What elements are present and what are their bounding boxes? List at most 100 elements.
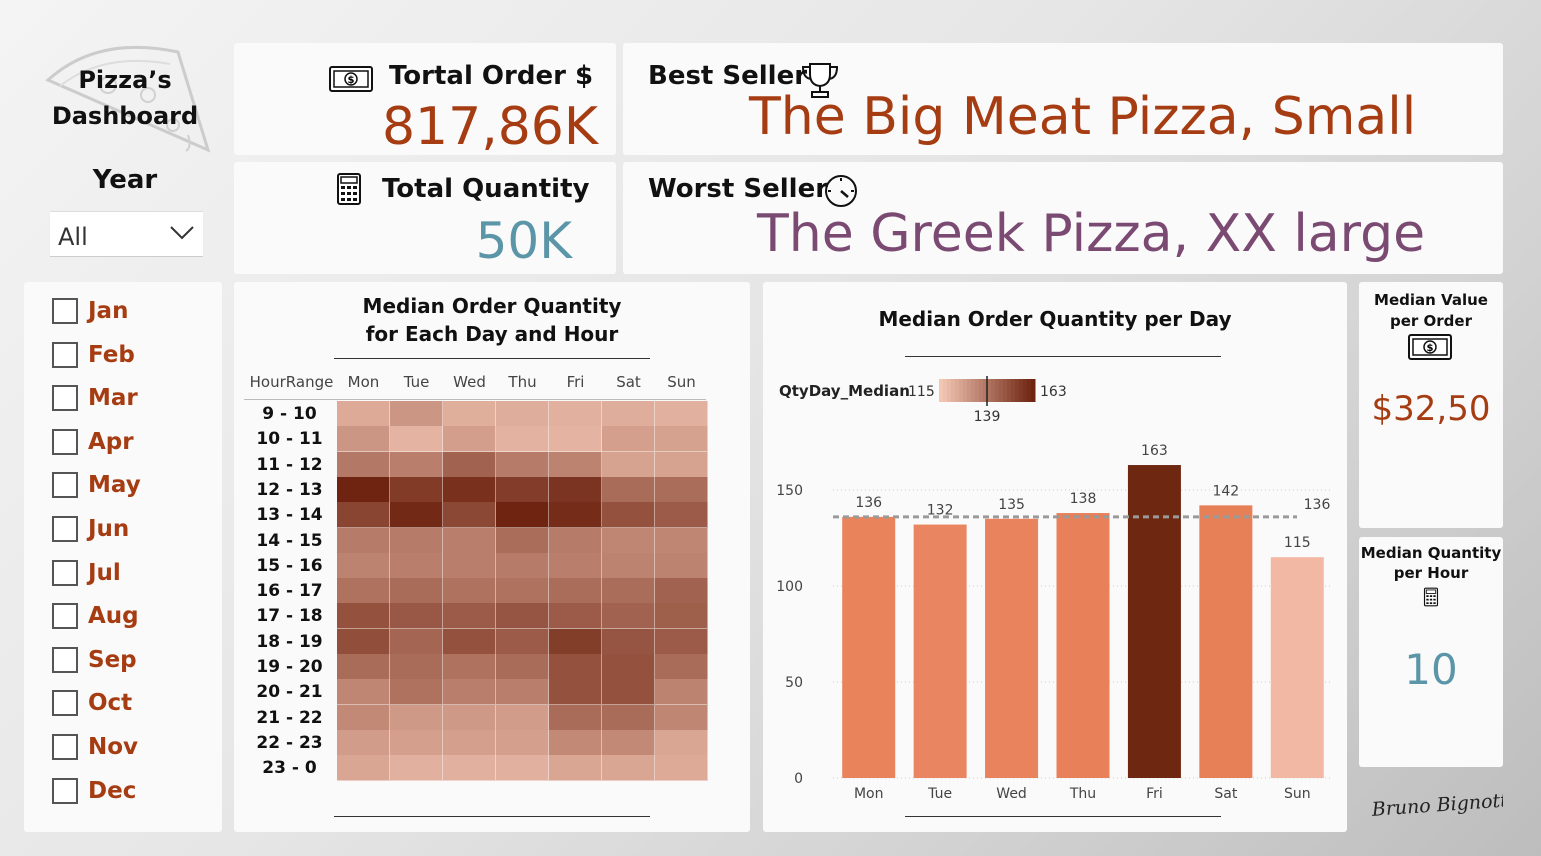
heatmap-cell[interactable] [443, 502, 496, 529]
month-checkbox[interactable] [52, 603, 78, 630]
heatmap-cell[interactable] [549, 552, 602, 579]
heatmap-cell[interactable] [390, 729, 443, 756]
month-checkbox[interactable] [52, 690, 78, 717]
heatmap-cell[interactable] [496, 679, 549, 706]
month-option-jun[interactable]: Jun [52, 514, 129, 544]
heatmap-cell[interactable] [602, 704, 655, 731]
heatmap-cell[interactable] [390, 451, 443, 478]
heatmap-cell[interactable] [496, 654, 549, 680]
heatmap-cell[interactable] [655, 729, 708, 756]
heatmap-cell[interactable] [655, 502, 708, 529]
heatmap-cell[interactable] [443, 476, 496, 503]
heatmap-cell[interactable] [602, 502, 655, 529]
month-checkbox[interactable] [52, 777, 78, 804]
heatmap-cell[interactable] [337, 603, 390, 630]
month-checkbox[interactable] [52, 428, 78, 455]
heatmap-cell[interactable] [602, 552, 655, 579]
heatmap-cell[interactable] [549, 755, 602, 782]
heatmap-cell[interactable] [443, 679, 496, 706]
heatmap-cell[interactable] [390, 755, 443, 782]
heatmap-cell[interactable] [390, 552, 443, 579]
heatmap-cell[interactable] [443, 729, 496, 756]
heatmap-cell[interactable] [549, 527, 602, 554]
month-checkbox[interactable] [52, 385, 78, 412]
heatmap-cell[interactable] [443, 755, 496, 782]
month-option-jul[interactable]: Jul [52, 558, 121, 588]
heatmap-cell[interactable] [602, 426, 655, 453]
heatmap-cell[interactable] [602, 527, 655, 554]
heatmap-cell[interactable] [390, 476, 443, 503]
heatmap-cell[interactable] [655, 401, 708, 427]
heatmap-cell[interactable] [443, 426, 496, 453]
month-checkbox[interactable] [52, 341, 78, 368]
heatmap-cell[interactable] [443, 603, 496, 630]
heatmap-cell[interactable] [655, 527, 708, 554]
heatmap-cell[interactable] [549, 704, 602, 731]
heatmap-cell[interactable] [602, 476, 655, 503]
heatmap-cell[interactable] [549, 603, 602, 630]
heatmap-cell[interactable] [549, 502, 602, 529]
heatmap-cell[interactable] [443, 578, 496, 605]
heatmap-cell[interactable] [549, 679, 602, 706]
month-option-oct[interactable]: Oct [52, 688, 132, 718]
heatmap-cell[interactable] [337, 578, 390, 605]
month-checkbox[interactable] [52, 646, 78, 673]
heatmap-cell[interactable] [496, 426, 549, 453]
heatmap-cell[interactable] [549, 578, 602, 605]
heatmap-cell[interactable] [496, 552, 549, 579]
heatmap-cell[interactable] [549, 654, 602, 680]
heatmap-cell[interactable] [496, 476, 549, 503]
heatmap-cell[interactable] [496, 603, 549, 630]
heatmap-cell[interactable] [443, 552, 496, 579]
heatmap-cell[interactable] [390, 426, 443, 453]
heatmap-cell[interactable] [337, 476, 390, 503]
heatmap-cell[interactable] [602, 679, 655, 706]
heatmap-cell[interactable] [602, 654, 655, 680]
month-option-nov[interactable]: Nov [52, 732, 138, 762]
heatmap-cell[interactable] [390, 679, 443, 706]
heatmap-cell[interactable] [602, 755, 655, 782]
heatmap-cell[interactable] [549, 451, 602, 478]
heatmap-cell[interactable] [337, 729, 390, 756]
heatmap-cell[interactable] [655, 476, 708, 503]
month-checkbox[interactable] [52, 516, 78, 542]
heatmap-cell[interactable] [602, 729, 655, 756]
month-option-mar[interactable]: Mar [52, 383, 138, 413]
heatmap-cell[interactable] [655, 679, 708, 706]
heatmap-cell[interactable] [496, 401, 549, 427]
heatmap-cell[interactable] [602, 603, 655, 630]
heatmap-cell[interactable] [337, 679, 390, 706]
heatmap-cell[interactable] [496, 451, 549, 478]
month-checkbox[interactable] [52, 298, 78, 324]
heatmap-cell[interactable] [443, 704, 496, 731]
heatmap-cell[interactable] [655, 451, 708, 478]
heatmap-cell[interactable] [549, 628, 602, 655]
heatmap-cell[interactable] [496, 578, 549, 605]
heatmap-cell[interactable] [602, 628, 655, 655]
heatmap-cell[interactable] [496, 729, 549, 756]
month-option-jan[interactable]: Jan [52, 296, 128, 326]
heatmap-cell[interactable] [337, 451, 390, 478]
month-checkbox[interactable] [52, 559, 78, 586]
heatmap-cell[interactable] [443, 451, 496, 478]
month-option-may[interactable]: May [52, 470, 141, 500]
heatmap-cell[interactable] [390, 502, 443, 529]
heatmap-cell[interactable] [602, 401, 655, 427]
heatmap-cell[interactable] [337, 527, 390, 554]
month-option-dec[interactable]: Dec [52, 776, 136, 806]
heatmap-cell[interactable] [549, 401, 602, 427]
month-option-apr[interactable]: Apr [52, 427, 134, 457]
heatmap-cell[interactable] [443, 527, 496, 554]
heatmap-cell[interactable] [390, 704, 443, 731]
heatmap-cell[interactable] [496, 628, 549, 655]
heatmap-cell[interactable] [390, 578, 443, 605]
heatmap-cell[interactable] [655, 704, 708, 731]
heatmap-cell[interactable] [390, 654, 443, 680]
heatmap-cell[interactable] [602, 451, 655, 478]
heatmap-cell[interactable] [655, 603, 708, 630]
heatmap-cell[interactable] [443, 401, 496, 427]
heatmap-cell[interactable] [337, 704, 390, 731]
heatmap-cell[interactable] [443, 628, 496, 655]
heatmap-cell[interactable] [390, 628, 443, 655]
heatmap-cell[interactable] [549, 426, 602, 453]
